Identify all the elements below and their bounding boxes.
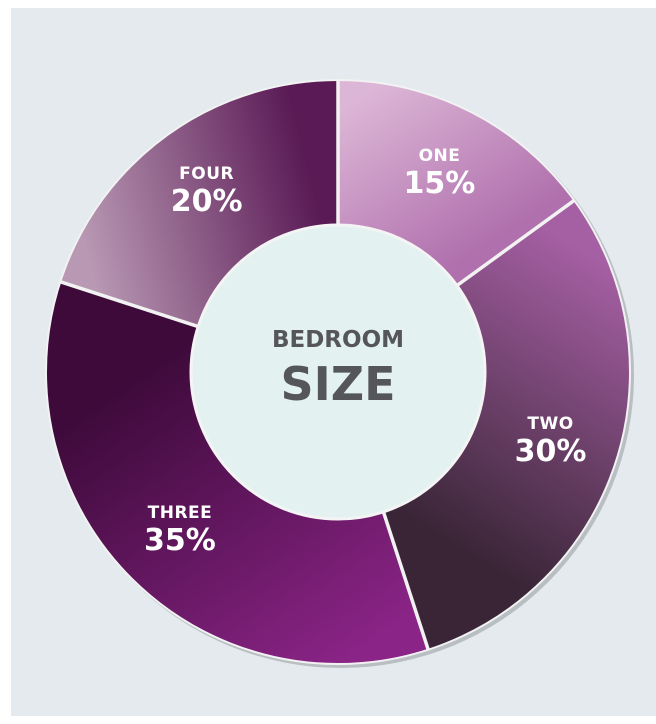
separators-group	[45, 79, 631, 665]
slice-label-one: ONE	[419, 146, 461, 166]
slice-label-three: THREE	[148, 503, 213, 523]
slice-one	[338, 80, 575, 286]
slice-value-one: 15%	[404, 166, 476, 201]
center-title-line1: BEDROOM	[272, 327, 404, 353]
center-title-line2: SIZE	[280, 357, 395, 411]
slice-three	[45, 281, 429, 664]
slice-value-two: 30%	[515, 434, 587, 469]
slice-label-two: TWO	[527, 414, 573, 434]
outer-rim	[45, 79, 631, 665]
slice-separator	[454, 198, 577, 289]
center-circle	[189, 223, 487, 521]
slice-separator	[381, 509, 431, 652]
slice-two	[383, 200, 630, 650]
slice-value-four: 20%	[171, 184, 243, 219]
slice-four	[60, 80, 338, 327]
slice-value-three: 35%	[144, 523, 216, 558]
slice-label-four: FOUR	[179, 164, 234, 184]
slice-separator	[58, 279, 201, 329]
